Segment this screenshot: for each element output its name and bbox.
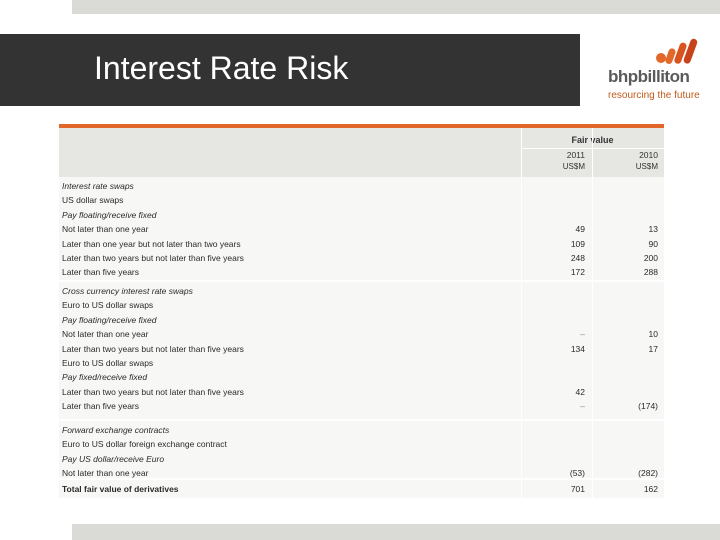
row-label: Euro to US dollar swaps <box>62 300 154 311</box>
title-bar <box>0 34 580 106</box>
value-2010: 17 <box>648 343 658 354</box>
company-logo: bhpbilliton resourcing the future <box>606 38 706 108</box>
column-divider-left <box>521 128 522 498</box>
value-2011: 42 <box>575 386 585 397</box>
page-title: Interest Rate Risk <box>94 50 349 86</box>
value-2011: (53) <box>569 468 585 479</box>
value-2010: 162 <box>643 484 658 494</box>
row-label: Later than two years but not later than … <box>62 386 244 397</box>
table-top-rule <box>59 124 664 128</box>
logo-tagline: resourcing the future <box>608 90 700 101</box>
value-2011: 701 <box>570 484 585 494</box>
value-2010: 200 <box>643 253 658 263</box>
value-2011: – <box>580 401 585 412</box>
table-header: Fair value 2011 US$M 2010 US$M <box>59 128 664 177</box>
col2-year: 2010 <box>639 150 658 160</box>
row-label: Later than two years but not later than … <box>62 343 244 354</box>
col1-unit: US$M <box>562 162 585 171</box>
logo-mark-icon <box>656 38 698 64</box>
value-2010: (282) <box>638 468 658 479</box>
logo-name: bhpbilliton <box>608 67 690 86</box>
row-label: Not later than one year <box>62 468 149 479</box>
row-label: Forward exchange contracts <box>62 425 170 435</box>
value-2011: – <box>580 329 585 340</box>
row-label: Total fair value of derivatives <box>62 484 179 494</box>
section-separator <box>59 478 664 480</box>
col1-year: 2011 <box>566 150 585 160</box>
row-label: Interest rate swaps <box>62 181 134 191</box>
row-label: Pay floating/receive fixed <box>62 314 157 325</box>
value-2011: 49 <box>575 224 585 235</box>
row-label: Cross currency interest rate swaps <box>62 286 193 296</box>
row-label: Euro to US dollar swaps <box>62 358 154 368</box>
top-decor-strip <box>72 0 720 14</box>
row-label: US dollar swaps <box>62 195 124 206</box>
row-label: Later than two years but not later than … <box>62 253 244 263</box>
value-2010: (174) <box>638 401 658 412</box>
row-label: Not later than one year <box>62 224 149 235</box>
row-label: Later than five years <box>62 401 140 412</box>
bottom-decor-strip <box>72 524 720 540</box>
value-2011: 109 <box>570 238 585 249</box>
col2-unit: US$M <box>635 162 658 171</box>
section-separator <box>59 280 664 282</box>
value-2010: 288 <box>643 267 658 278</box>
value-2011: 248 <box>570 253 585 263</box>
value-2010: 90 <box>648 238 658 249</box>
value-2010: 10 <box>648 329 658 340</box>
row-label: Euro to US dollar foreign exchange contr… <box>62 439 227 450</box>
value-2011: 172 <box>570 267 585 278</box>
row-label: Later than five years <box>62 267 140 278</box>
row-label: Pay fixed/receive fixed <box>62 372 148 383</box>
row-label: Pay US dollar/receive Euro <box>62 453 165 464</box>
row-label: Not later than one year <box>62 329 149 340</box>
fair-value-table: Fair value 2011 US$M 2010 US$M Interest … <box>59 124 664 498</box>
value-2010: 13 <box>648 224 658 235</box>
value-2011: 134 <box>570 343 585 354</box>
column-divider-mid <box>592 128 593 498</box>
row-label: Pay floating/receive fixed <box>62 209 157 220</box>
row-label: Later than one year but not later than t… <box>62 238 241 249</box>
section-separator <box>59 419 664 421</box>
